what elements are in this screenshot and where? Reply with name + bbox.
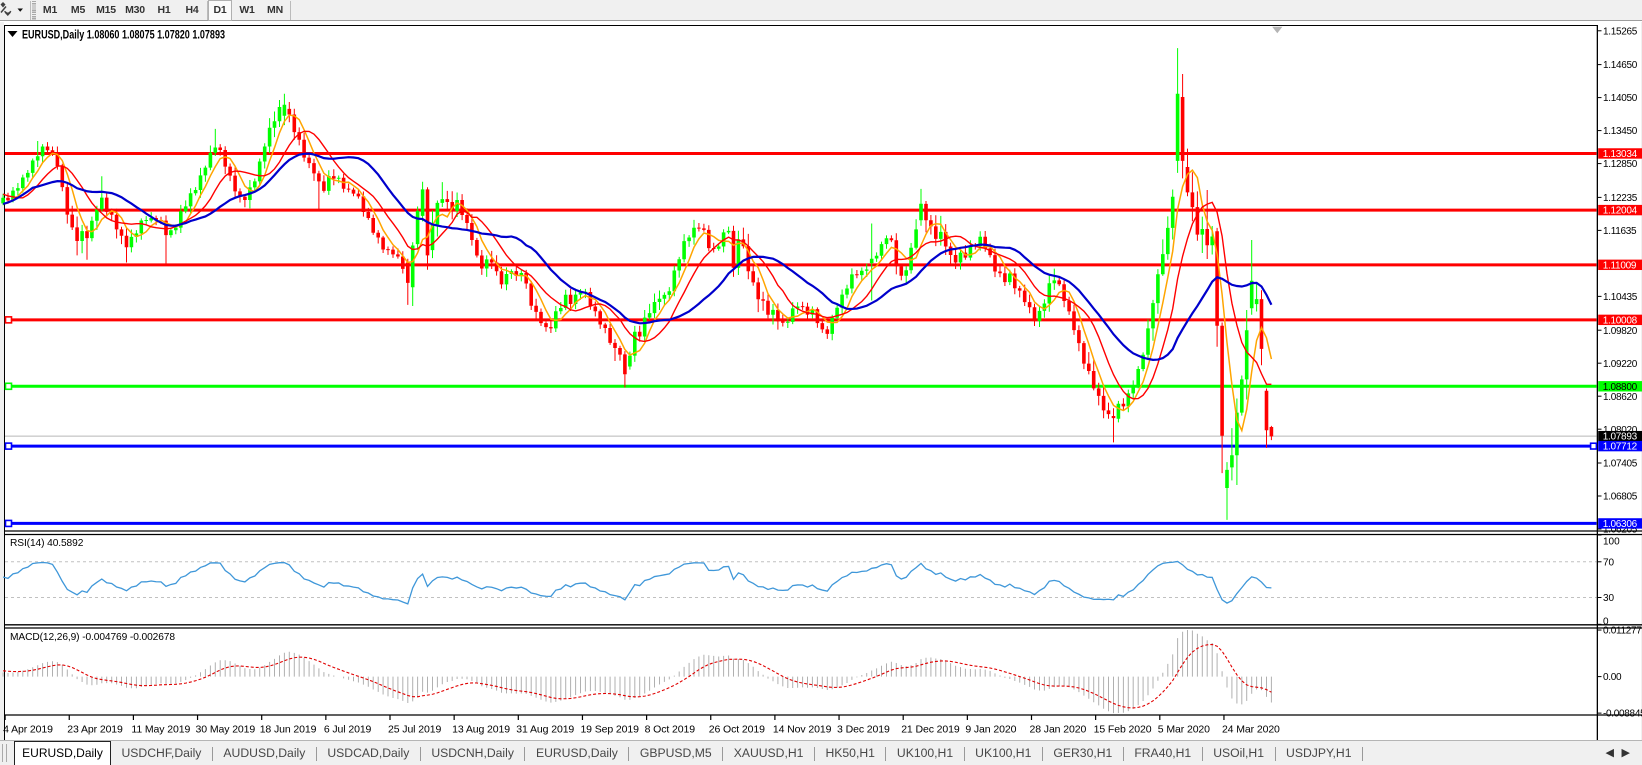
svg-text:1.06205: 1.06205 xyxy=(1603,525,1638,536)
svg-text:1.06805: 1.06805 xyxy=(1603,492,1638,503)
svg-text:1.11009: 1.11009 xyxy=(1603,260,1637,271)
svg-text:70: 70 xyxy=(1603,557,1615,568)
svg-text:26 Oct 2019: 26 Oct 2019 xyxy=(709,724,765,736)
svg-text:8 Oct 2019: 8 Oct 2019 xyxy=(645,724,696,736)
svg-text:100: 100 xyxy=(1603,537,1620,548)
svg-text:-0.008845: -0.008845 xyxy=(1603,709,1642,720)
svg-text:21 Dec 2019: 21 Dec 2019 xyxy=(901,724,960,736)
svg-text:24 Mar 2020: 24 Mar 2020 xyxy=(1222,724,1280,736)
svg-text:1.13450: 1.13450 xyxy=(1603,126,1638,137)
svg-text:RSI(14) 40.5892: RSI(14) 40.5892 xyxy=(10,538,84,549)
svg-text:5 Mar 2020: 5 Mar 2020 xyxy=(1158,724,1210,736)
svg-text:1.06306: 1.06306 xyxy=(1603,519,1638,530)
svg-text:1.07893: 1.07893 xyxy=(1603,432,1638,443)
svg-text:1.09820: 1.09820 xyxy=(1603,326,1638,337)
svg-text:1.08620: 1.08620 xyxy=(1603,392,1638,403)
svg-text:1.07712: 1.07712 xyxy=(1603,442,1638,453)
svg-text:1.14050: 1.14050 xyxy=(1603,93,1638,104)
svg-text:1.09220: 1.09220 xyxy=(1603,359,1638,370)
svg-text:1.10008: 1.10008 xyxy=(1603,315,1638,326)
svg-text:30 May 2019: 30 May 2019 xyxy=(196,724,256,736)
svg-text:25 Jul 2019: 25 Jul 2019 xyxy=(388,724,441,736)
svg-text:1.08020: 1.08020 xyxy=(1603,425,1638,436)
svg-text:11 May 2019: 11 May 2019 xyxy=(131,724,190,736)
svg-text:18 Jun 2019: 18 Jun 2019 xyxy=(260,724,317,736)
svg-text:0.00: 0.00 xyxy=(1603,672,1622,683)
svg-text:1.12235: 1.12235 xyxy=(1603,193,1638,204)
svg-text:3 Dec 2019: 3 Dec 2019 xyxy=(837,724,890,736)
svg-text:30: 30 xyxy=(1603,593,1615,604)
svg-text:0: 0 xyxy=(1603,616,1609,627)
svg-text:1.08800: 1.08800 xyxy=(1603,382,1638,393)
svg-text:28 Jan 2020: 28 Jan 2020 xyxy=(1030,724,1087,736)
svg-text:6 Jul 2019: 6 Jul 2019 xyxy=(324,724,372,736)
svg-text:0.011277: 0.011277 xyxy=(1603,626,1642,637)
svg-text:4 Apr 2019: 4 Apr 2019 xyxy=(3,724,53,736)
svg-text:19 Sep 2019: 19 Sep 2019 xyxy=(580,724,639,736)
svg-text:1.15265: 1.15265 xyxy=(1603,26,1638,37)
svg-text:1.12850: 1.12850 xyxy=(1603,159,1638,170)
svg-text:1.07405: 1.07405 xyxy=(1603,459,1638,470)
svg-text:23 Apr 2019: 23 Apr 2019 xyxy=(67,724,123,736)
svg-text:15 Feb 2020: 15 Feb 2020 xyxy=(1094,724,1152,736)
svg-text:MACD(12,26,9) -0.004769 -0.002: MACD(12,26,9) -0.004769 -0.002678 xyxy=(10,632,175,643)
svg-text:13 Aug 2019: 13 Aug 2019 xyxy=(452,724,510,736)
svg-text:31 Aug 2019: 31 Aug 2019 xyxy=(516,724,574,736)
svg-text:14 Nov 2019: 14 Nov 2019 xyxy=(773,724,832,736)
svg-text:1.11635: 1.11635 xyxy=(1603,226,1637,237)
svg-text:1.10435: 1.10435 xyxy=(1603,292,1638,303)
svg-text:1.12004: 1.12004 xyxy=(1603,206,1638,217)
svg-text:EURUSD,Daily 1.08060 1.08075: EURUSD,Daily 1.08060 1.08075 1.07820 1.0… xyxy=(22,30,225,42)
svg-text:1.13034: 1.13034 xyxy=(1603,149,1638,160)
svg-text:1.14650: 1.14650 xyxy=(1603,60,1638,71)
svg-text:9 Jan 2020: 9 Jan 2020 xyxy=(965,724,1016,736)
